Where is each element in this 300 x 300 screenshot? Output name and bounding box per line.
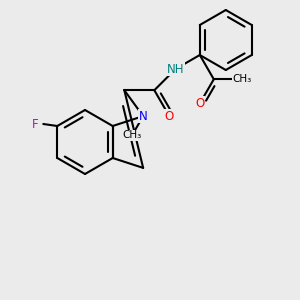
Text: O: O (195, 97, 204, 110)
Text: N: N (139, 110, 148, 123)
Text: CH₃: CH₃ (232, 74, 251, 84)
Text: CH₃: CH₃ (122, 130, 142, 140)
Text: F: F (32, 118, 39, 130)
Text: NH: NH (167, 62, 184, 76)
Text: O: O (165, 110, 174, 123)
